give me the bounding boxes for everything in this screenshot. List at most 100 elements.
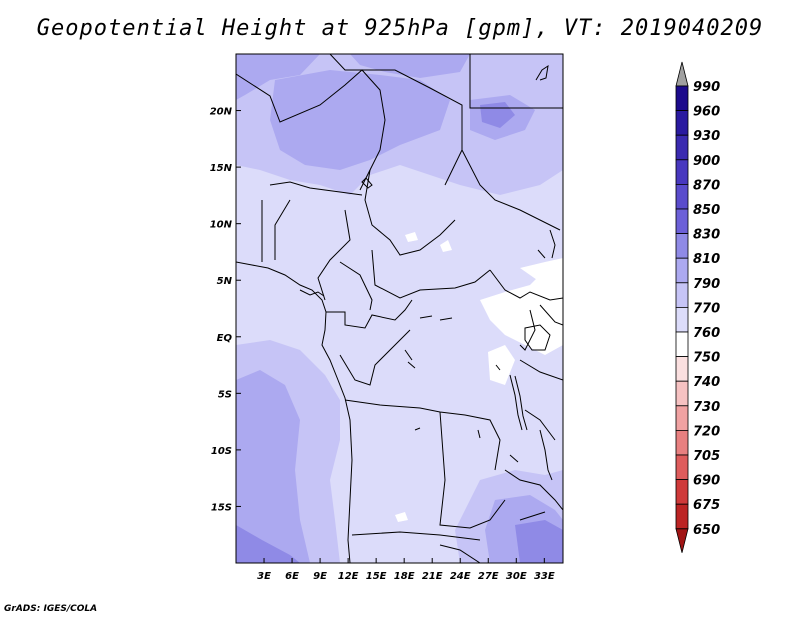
lat-tick-label: 15S — [211, 502, 232, 513]
lat-tick-label: 5N — [217, 276, 233, 287]
contour-region-760-east-africa — [480, 262, 563, 355]
colorbar-swatch — [675, 85, 689, 112]
colorbar-label: 760 — [693, 326, 720, 341]
colorbar-swatch — [675, 380, 689, 407]
colorbar-label: 690 — [693, 474, 720, 489]
colorbar-swatch — [675, 503, 689, 530]
border-egypt — [469, 54, 563, 109]
contour-region-830-se — [515, 520, 563, 563]
colorbar-swatch — [675, 257, 689, 284]
lakes-congo-basin — [404, 315, 519, 463]
border-uganda-kenya — [519, 304, 563, 351]
border-sudan — [461, 149, 561, 231]
colorbar-swatch — [675, 134, 689, 161]
coastline-west-africa — [236, 261, 353, 563]
colorbar-under-triangle — [675, 528, 689, 553]
lon-tick-label: 6E — [285, 571, 299, 582]
border-north-1 — [329, 54, 463, 186]
lat-tick-label: 10S — [211, 446, 232, 457]
lon-tick-label: 24E — [450, 571, 471, 582]
colorbar: 990 960 930 900 870 850 830 810 790 770 760 750 740 7… — [675, 61, 720, 553]
lake-chad — [361, 177, 373, 189]
colorbar-label: 900 — [693, 154, 720, 169]
lon-tick-label: 15E — [366, 571, 387, 582]
border-namibia — [351, 531, 481, 541]
lat-tick-label: 5S — [218, 389, 232, 400]
contour-region-810-nw — [236, 54, 320, 100]
colorbar-label: 930 — [693, 129, 720, 144]
colorbar-label: 720 — [693, 424, 720, 439]
contour-region-810-sahara — [270, 70, 450, 170]
country-borders — [236, 54, 563, 563]
lon-tick-label: 12E — [338, 571, 359, 582]
colorbar-label: 810 — [693, 252, 720, 267]
colorbar-swatch — [675, 454, 689, 481]
colorbar-label: 650 — [693, 523, 720, 538]
border-botswana — [439, 544, 481, 563]
colorbar-label: 730 — [693, 400, 720, 415]
colorbar-swatch — [675, 479, 689, 505]
colorbar-label: 705 — [693, 449, 720, 464]
height-field — [236, 54, 563, 563]
colorbar-over-triangle — [675, 61, 689, 87]
colorbar-swatch — [675, 233, 689, 259]
border-niger-nigeria — [269, 181, 363, 196]
border-mozambique — [504, 469, 563, 521]
contour-region-760-congo — [488, 345, 515, 385]
border-car — [371, 249, 491, 299]
colorbar-label: 850 — [693, 203, 720, 218]
lake-tanganyika — [509, 374, 528, 431]
lon-tick-label: 27E — [478, 571, 499, 582]
contour-region-760-small-2 — [440, 240, 452, 252]
colorbar-swatch — [675, 331, 689, 358]
colorbar-label: 990 — [693, 80, 720, 95]
colorbar-swatch — [675, 110, 689, 136]
lat-tick-label: 10N — [210, 220, 233, 231]
contour-region-790-west — [298, 400, 312, 420]
colorbar-swatch — [675, 282, 689, 308]
lon-tick-label: 18E — [394, 571, 415, 582]
lon-tick-label: 30E — [506, 571, 527, 582]
contour-region-830-sw — [236, 525, 300, 563]
border-tanzania — [519, 359, 563, 441]
grads-credit: GrADS: IGES/COLA — [4, 604, 98, 614]
page-title: Geopotential Height at 925hPa [gpm], VT:… — [36, 16, 764, 41]
colorbar-label: 830 — [693, 228, 720, 243]
lon-tick-label: 33E — [534, 571, 555, 582]
sinai-coast — [535, 64, 549, 81]
border-cameroon-car — [339, 261, 373, 311]
colorbar-swatch — [675, 429, 689, 456]
lon-tick-label: 9E — [313, 571, 327, 582]
lake-malawi — [539, 429, 553, 481]
red-sea-coast — [537, 229, 556, 259]
colorbar-label: 770 — [693, 301, 720, 316]
contour-region-760-small-1 — [405, 232, 418, 242]
border-drc-angola — [344, 399, 501, 471]
longitude-axis: 3E 6E 9E 12E 15E 18E 21E 24E 27E 30E 33E — [257, 558, 555, 582]
map-frame — [235, 53, 564, 564]
latitude-axis: 20N 15N 10N 5N EQ 5S 10S 15S — [210, 107, 241, 513]
colorbar-swatch — [675, 159, 689, 185]
lon-tick-label: 3E — [257, 571, 271, 582]
contour-region-760-small-3 — [395, 512, 408, 522]
colorbar-label: 870 — [693, 178, 720, 193]
colorbar-label: 960 — [693, 105, 720, 120]
contour-region-760-ethiopia — [520, 258, 563, 282]
lon-tick-label: 21E — [422, 571, 443, 582]
lat-tick-label: EQ — [217, 333, 233, 344]
colorbar-swatch — [675, 405, 689, 431]
border-angola-zambia — [439, 411, 506, 529]
colorbar-label: 675 — [693, 498, 720, 513]
contour-region-810-sw — [236, 370, 310, 563]
coastline-gulf-guinea — [299, 289, 325, 297]
border-east-africa-1 — [489, 269, 563, 301]
colorbar-swatch — [675, 306, 689, 333]
border-congo-drc — [339, 329, 411, 386]
lake-victoria — [524, 324, 551, 351]
lat-tick-label: 20N — [210, 107, 233, 118]
border-nigeria-cameroon — [261, 199, 351, 301]
colorbar-label: 750 — [693, 351, 720, 366]
colorbar-swatch — [675, 183, 689, 210]
colorbar-label: 740 — [693, 375, 720, 390]
